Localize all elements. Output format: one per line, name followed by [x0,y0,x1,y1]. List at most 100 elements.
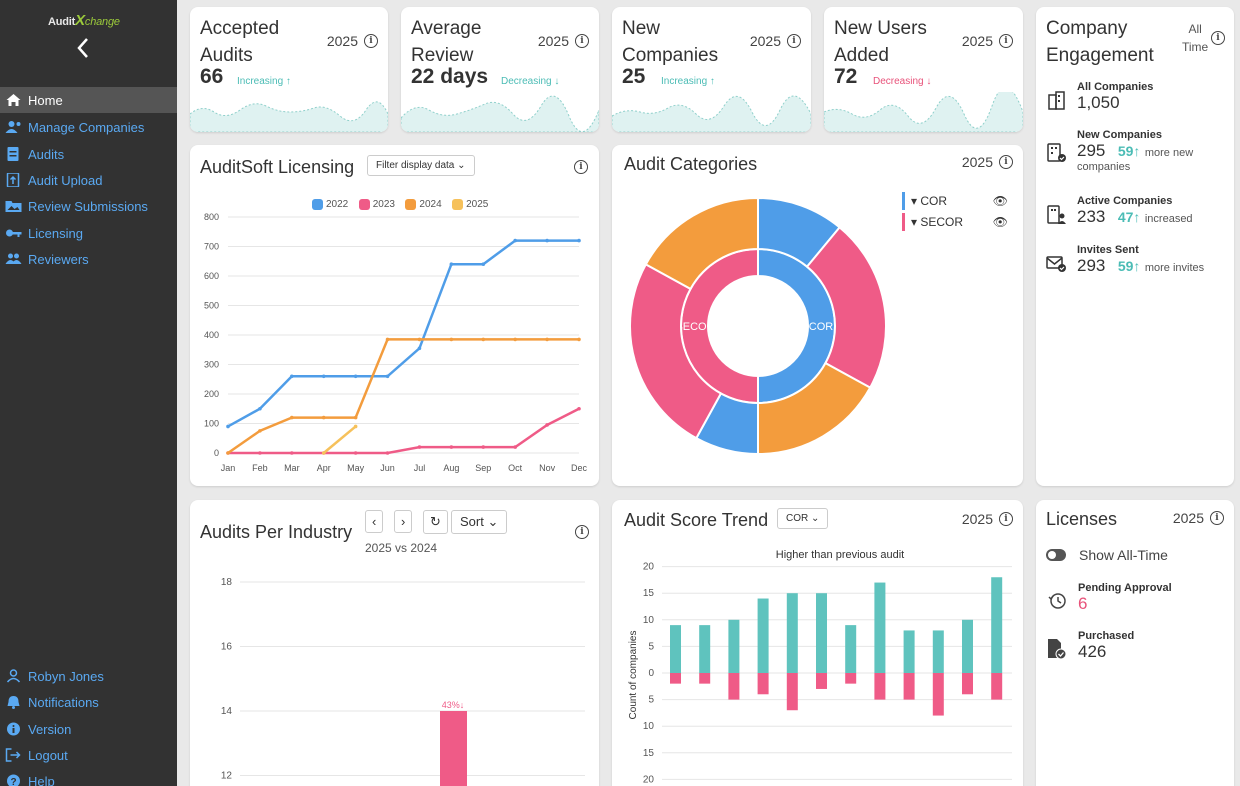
audits-per-industry-card: Audits Per Industry ‹ › ↻ Sort ⌄ 2025 vs… [190,500,599,786]
info-circle-icon [7,722,20,736]
y-tick-label: 600 [204,271,219,281]
categories-sunburst-chart: COR SECOR [629,196,887,456]
audit-score-trend-card: Audit Score Trend COR ⌄ 2025 i Higher tha… [612,500,1023,786]
info-icon[interactable]: i [574,160,588,174]
score-bar-down [903,673,915,700]
info-icon[interactable]: i [999,34,1013,48]
legend-item[interactable]: 2025 [452,199,488,210]
sidebar-item-manage-companies[interactable]: Manage Companies [0,114,177,140]
sidebar-item-logout[interactable]: Logout [0,742,177,768]
sidebar-item-reviewers[interactable]: Reviewers [0,246,177,272]
kpi-sparkline [190,101,388,132]
building-icon [1048,91,1065,110]
sidebar-item-label: Audit Upload [28,172,103,188]
refresh-button[interactable]: ↻ [423,510,448,534]
data-point [545,337,549,342]
data-point [385,337,390,342]
sidebar-item-profile[interactable]: Robyn Jones [0,663,177,689]
sidebar-item-help[interactable]: ? Help [0,768,177,786]
data-point [417,445,422,449]
card-title: Audit Categories [624,154,758,174]
info-icon[interactable]: i [575,525,589,539]
info-icon[interactable]: i [787,34,801,48]
collapse-sidebar-icon[interactable] [72,35,94,61]
score-bar-up [670,625,681,673]
info-icon[interactable]: i [1210,511,1224,525]
score-filter-dropdown[interactable]: COR ⌄ [777,508,829,529]
filter-display-dropdown[interactable]: Filter display data ⌄ [367,155,475,176]
x-tick-label: Feb [252,463,268,473]
sidebar-item-label: Licensing [28,225,83,241]
engagement-active-companies: Active Companies 233 47↑ increased [1046,195,1193,227]
data-point [513,238,517,243]
kpi-trend: Increasing ↑ [661,76,715,87]
y-tick-label: 12 [221,771,233,782]
data-point [258,406,262,411]
score-bar-down [991,673,1003,700]
app-logo[interactable]: AuditXchange [48,12,120,29]
y-tick-label: 15 [643,748,655,759]
svg-text:?: ? [10,777,16,786]
chart-legend: 2022 2023 2024 2025 [312,197,494,215]
sidebar-item-review-submissions[interactable]: Review Submissions [0,193,177,219]
licenses-card: Licenses 2025 i Show All-Time Pending App… [1036,500,1234,786]
sort-dropdown[interactable]: Sort ⌄ [451,510,508,534]
y-tick-label: 15 [643,588,655,599]
card-year: 2025 i [1173,510,1224,526]
score-bar-down [816,673,827,689]
kpi-card-new-companies[interactable]: New Companies 2025 i 25 Increasing ↑ [612,7,811,132]
info-icon[interactable]: i [999,512,1013,526]
kpi-card-average-review[interactable]: Average Review 2025 i 22 days Decreasing ↓ [401,7,599,132]
kpi-card-accepted-audits[interactable]: Accepted Audits 2025 i 66 Increasing ↑ [190,7,388,132]
users-cog-icon [5,121,21,133]
kpi-value: 66 [200,65,224,88]
prev-button[interactable]: ‹ [365,510,384,533]
purchased: Purchased 426 [1046,630,1134,662]
legend-item[interactable]: 2023 [358,199,395,210]
show-all-time-toggle[interactable]: Show All-Time [1046,547,1168,563]
chart-title: Higher than previous audit [776,549,904,561]
y-tick-label: 18 [221,577,233,588]
x-tick-label: Jul [414,463,426,473]
bell-icon [7,696,20,709]
sidebar-item-version[interactable]: Version [0,716,177,742]
x-tick-label: Nov [539,463,556,473]
info-icon[interactable]: i [1211,31,1225,45]
score-bar-up [699,625,711,673]
legend-item-cor[interactable]: ▾ COR 👁 [902,190,1008,211]
building-user-icon [1047,205,1066,224]
sidebar-item-label: Review Submissions [28,198,148,214]
legend-item-secor[interactable]: ▾ SECOR 👁 [902,211,1008,232]
toggle-switch[interactable] [1046,549,1066,561]
legend-item[interactable]: 2024 [405,199,442,210]
eye-icon[interactable]: 👁 [992,193,1008,208]
licensing-chart-card: AuditSoft Licensing Filter display data … [190,145,599,486]
kpi-value: 72 [834,65,858,88]
score-bar-down [874,673,886,700]
next-button[interactable]: › [394,510,413,533]
legend-item[interactable]: 2022 [312,199,348,210]
score-bar-up [991,577,1003,673]
series-line-2023 [228,407,580,455]
sidebar-item-label: Help [28,773,55,786]
data-point [385,374,390,379]
sidebar-item-audit-upload[interactable]: Audit Upload [0,167,177,193]
card-title: AuditSoft Licensing [200,157,355,177]
info-icon[interactable]: i [364,34,378,48]
sidebar-item-licensing[interactable]: Licensing [0,220,177,246]
sidebar-item-audits[interactable]: Audits [0,141,177,167]
sidebar-item-notifications[interactable]: Notifications [0,689,177,715]
eye-icon[interactable]: 👁 [992,214,1008,229]
info-icon[interactable]: i [575,34,589,48]
data-point [417,346,422,351]
y-tick-label: 14 [221,706,233,717]
card-title: Licenses [1046,509,1118,529]
score-bar-up [786,593,798,673]
data-point [481,445,486,449]
building-check-icon [1047,143,1066,162]
key-icon [6,229,22,237]
info-icon[interactable]: i [999,155,1013,169]
sidebar-item-home[interactable]: Home [0,87,177,113]
kpi-card-new-users[interactable]: New Users Added 2025 i 72 Decreasing ↓ [824,7,1023,132]
y-tick-label: 10 [643,615,655,626]
